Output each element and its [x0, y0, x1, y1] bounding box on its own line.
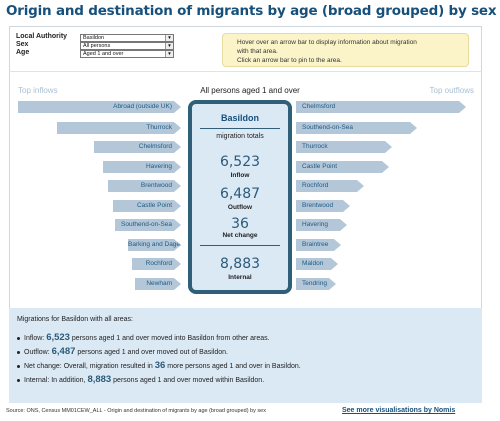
local-authority-select[interactable]: Basildon ▼ [80, 34, 174, 42]
age-row: Age Aged 1 and over ▼ [16, 49, 176, 59]
inflow-arrow-bar[interactable]: Castle Point [113, 200, 181, 212]
age-select[interactable]: Aged 1 and over ▼ [80, 50, 174, 58]
bullet-icon [17, 350, 20, 354]
outflow-arrow-bar[interactable]: Chelmsford [296, 101, 466, 113]
summary-net-change: Net change: Overall, migration resulted … [17, 360, 301, 371]
inflow-total: 6,523 [219, 154, 261, 170]
inflow-label: Inflow [230, 172, 250, 179]
inflow-arrow-bar[interactable]: Chelmsford [94, 141, 181, 153]
internal-total: 8,883 [219, 256, 261, 272]
outflow-arrow-bar[interactable]: Rochford [296, 180, 364, 192]
summary-internal: Internal: In addition, 8,883 persons age… [17, 374, 264, 385]
hint-line-2: with that area. [237, 48, 278, 55]
page-title: Origin and destination of migrants by ag… [6, 3, 497, 19]
bullet-icon [17, 336, 20, 340]
outflow-arrow-bar[interactable]: Castle Point [296, 161, 389, 173]
summary-inflow: Inflow: 6,523 persons aged 1 and over mo… [17, 332, 270, 343]
local-authority-row: Local Authority Basildon ▼ [16, 33, 176, 43]
sex-row: Sex All persons ▼ [16, 41, 176, 51]
net-change-label: Net change [222, 232, 258, 239]
summary-outflow: Outflow: 6,487 persons aged 1 and over m… [17, 346, 228, 357]
inflow-arrow-bar[interactable]: Southend-on-Sea [115, 219, 181, 231]
source-note: Source: ONS, Census MM01CEW_ALL - Origin… [6, 408, 266, 414]
instructions-box: Hover over an arrow bar to display infor… [222, 33, 469, 67]
outflow-arrow-bar[interactable]: Braintree [296, 239, 341, 251]
nomis-link[interactable]: See more visualisations by Nomis [342, 407, 456, 414]
sex-value: All persons [83, 43, 111, 49]
chevron-down-icon: ▼ [165, 43, 173, 49]
inflow-arrow-bar[interactable]: Brentwood [108, 180, 181, 192]
local-authority-value: Basildon [83, 35, 105, 41]
top-outflows-heading: Top outflows [429, 86, 474, 95]
migration-totals-box: Basildon migration totals 6,523 Inflow 6… [188, 100, 292, 294]
inflow-arrow-bar[interactable]: Havering [103, 161, 181, 173]
chevron-down-icon: ▼ [165, 35, 173, 41]
local-authority-label: Local Authority [16, 33, 68, 40]
outflow-arrow-bar[interactable]: Tendring [296, 278, 336, 290]
outflow-arrow-bar[interactable]: Thurrock [296, 141, 392, 153]
outflow-arrow-bar[interactable]: Maldon [296, 258, 338, 270]
internal-label: Internal [228, 274, 252, 281]
outflow-total: 6,487 [219, 186, 261, 202]
sex-label: Sex [16, 41, 29, 48]
divider [200, 128, 280, 129]
top-inflows-heading: Top inflows [18, 86, 58, 95]
divider [200, 245, 280, 246]
sex-select[interactable]: All persons ▼ [80, 42, 174, 50]
inflow-arrow-bar[interactable]: Newham [135, 278, 181, 290]
area-name: Basildon [220, 113, 259, 123]
outflow-arrow-bar[interactable]: Havering [296, 219, 347, 231]
hint-line-1: Hover over an arrow bar to display infor… [237, 39, 417, 46]
inflow-arrow-bar[interactable]: Abroad (outside UK) [18, 101, 181, 113]
population-heading: All persons aged 1 and over [200, 86, 300, 95]
net-change-total: 36 [231, 216, 249, 232]
hint-line-3: Click an arrow bar to pin to the area. [237, 57, 342, 64]
age-label: Age [16, 49, 30, 56]
summary-panel: Migrations for Basildon with all areas: … [9, 308, 482, 403]
divider [9, 71, 482, 72]
inflow-arrow-bar[interactable]: Rochford [132, 258, 181, 270]
bullet-icon [17, 378, 20, 382]
outflow-arrow-bar[interactable]: Brentwood [296, 200, 350, 212]
totals-subtitle: migration totals [216, 133, 264, 140]
summary-heading: Migrations for Basildon with all areas: [17, 316, 133, 323]
outflow-label: Outflow [227, 204, 253, 211]
age-value: Aged 1 and over [83, 51, 124, 57]
outflow-arrow-bar[interactable]: Southend-on-Sea [296, 122, 417, 134]
chevron-down-icon: ▼ [165, 51, 173, 57]
inflow-arrow-bar[interactable]: Thurrock [57, 122, 181, 134]
bullet-icon [17, 364, 20, 368]
inflow-arrow-bar[interactable]: Barking and Dagenham [128, 239, 181, 251]
